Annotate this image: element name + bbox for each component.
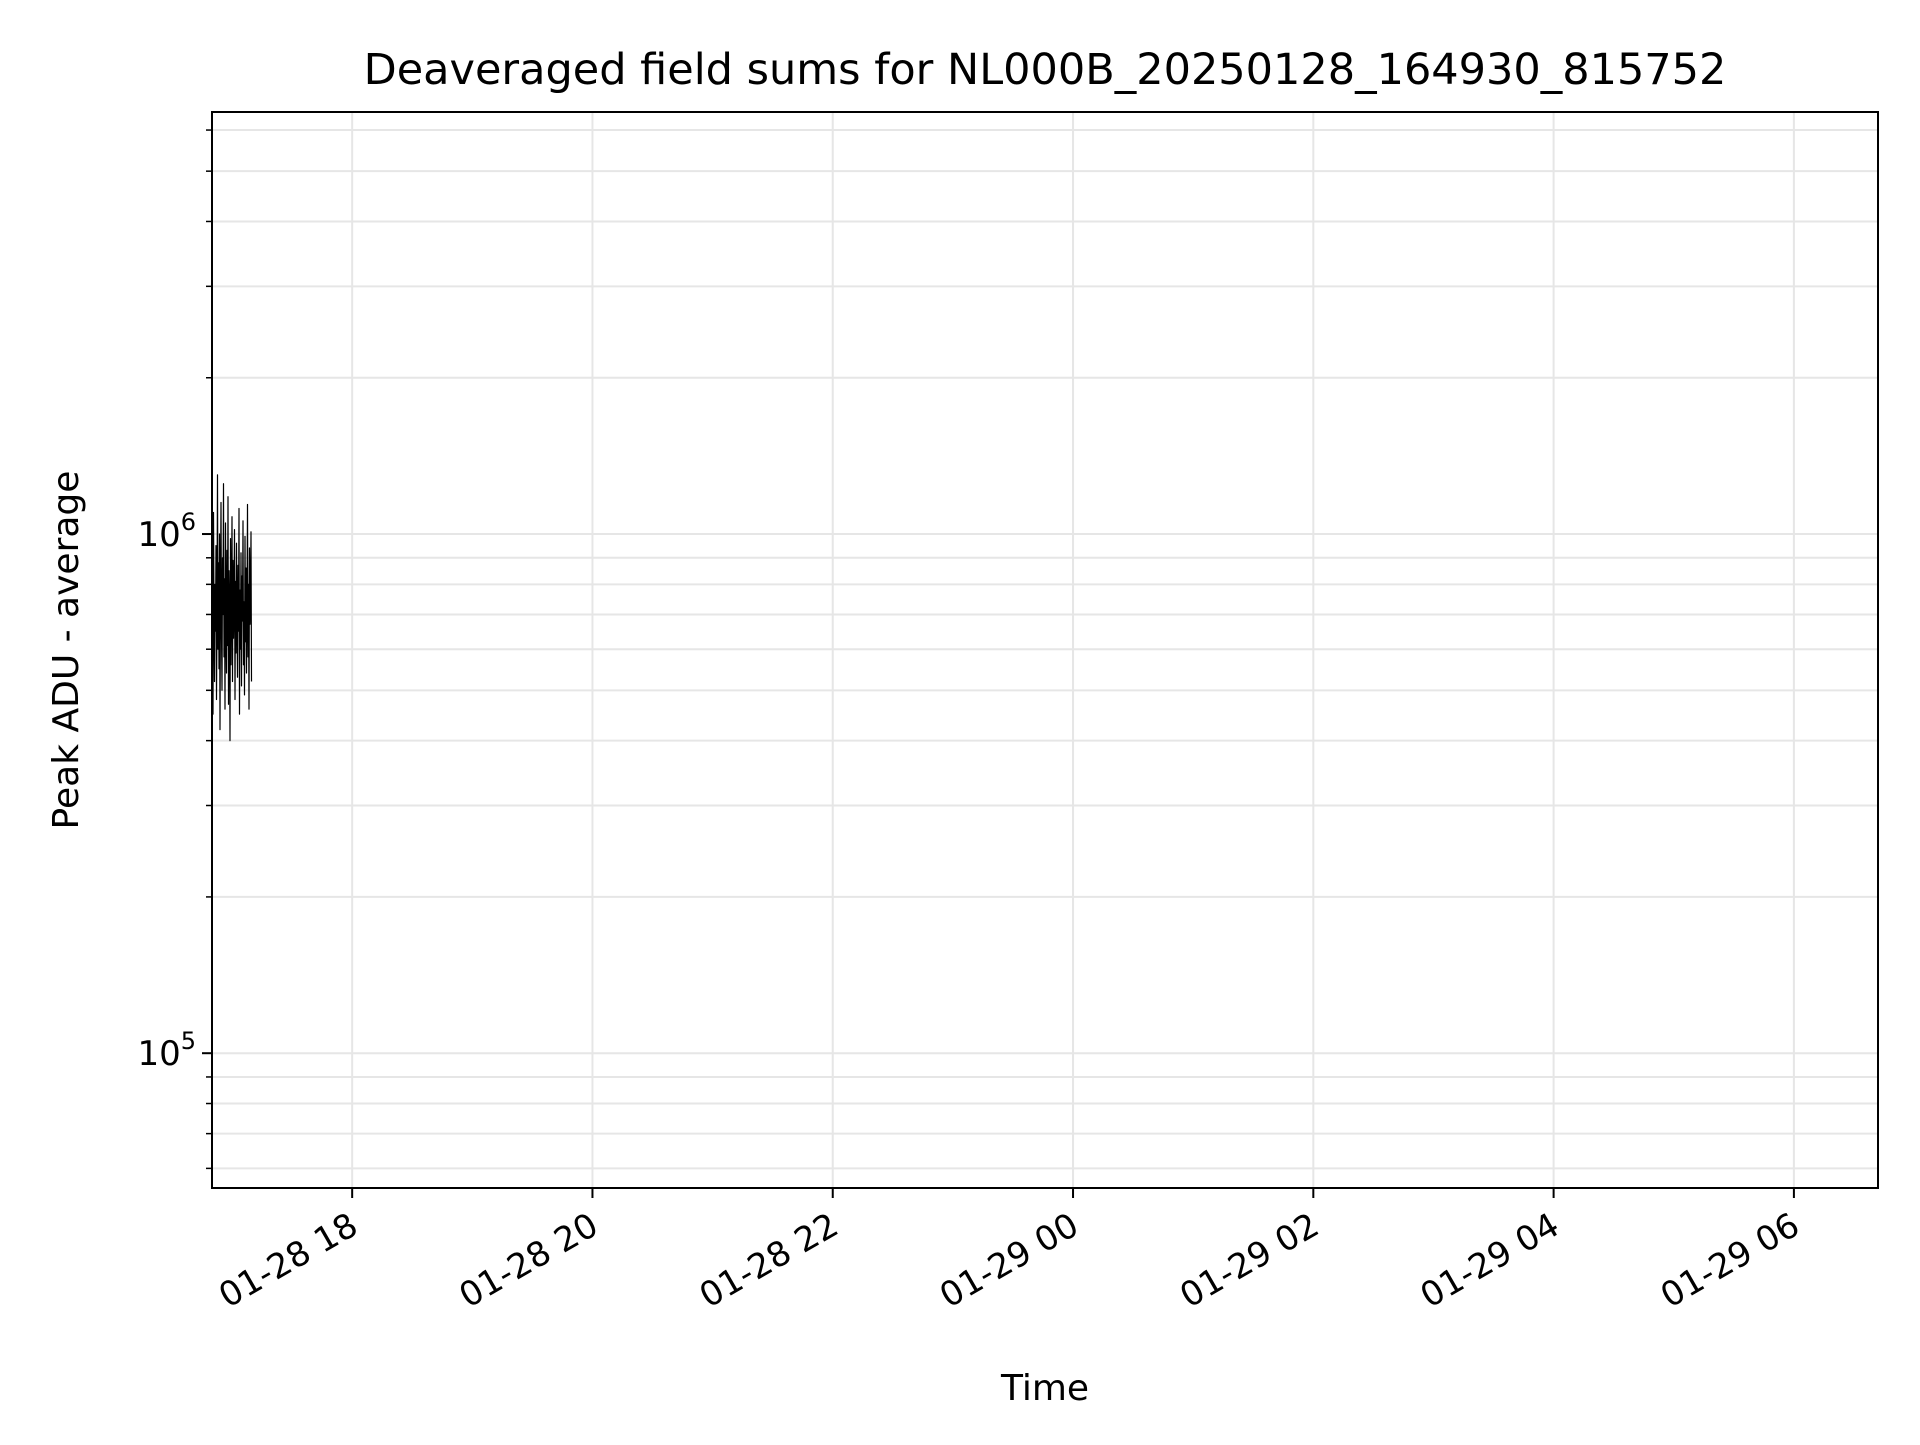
y-tick-label: 106 [137, 508, 196, 555]
plot-layer [211, 474, 253, 742]
plot-frame [211, 111, 1879, 1189]
y-tick-label: 105 [137, 1027, 196, 1074]
series-line [211, 474, 253, 742]
chart-title: Deaveraged field sums for NL000B_2025012… [364, 45, 1727, 95]
y-axis-label: Peak ADU - average [46, 471, 87, 830]
x-axis-label: Time [1000, 1368, 1089, 1409]
grid-layer [212, 112, 1878, 1188]
